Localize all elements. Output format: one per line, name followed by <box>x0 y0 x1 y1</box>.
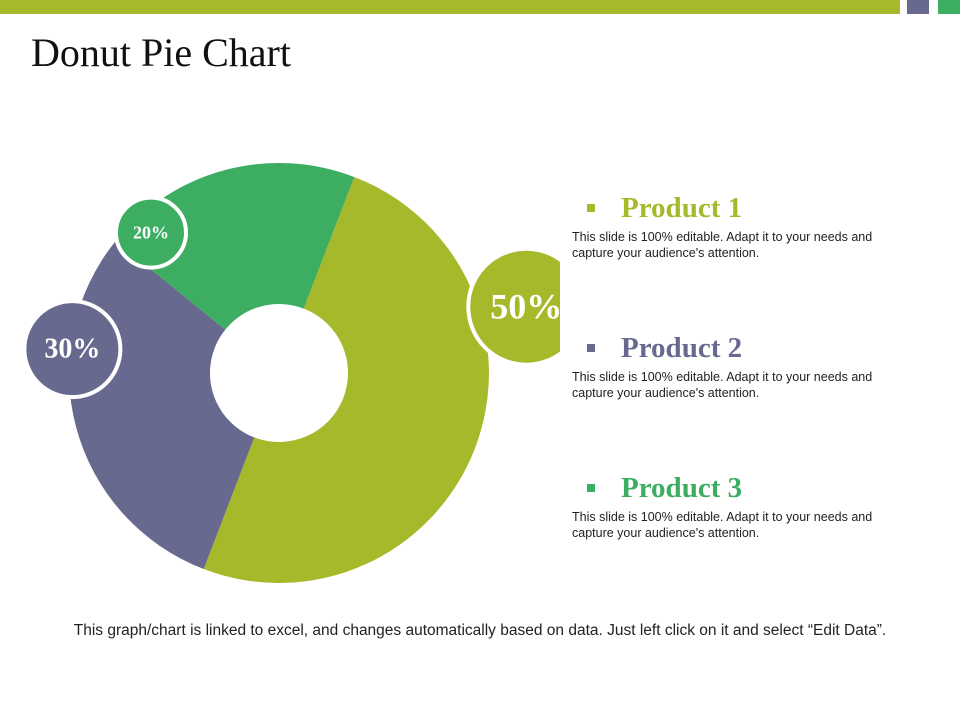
value-badge-circle <box>466 246 560 367</box>
value-label: 30% <box>44 334 100 365</box>
legend-bullet-product-2 <box>587 344 595 352</box>
value-badge-product-1: 50% <box>466 246 560 367</box>
value-label: 20% <box>133 223 169 243</box>
legend-item-product-3: Product 3 This slide is 100% editable. A… <box>572 470 932 541</box>
footnote: This graph/chart is linked to excel, and… <box>73 622 887 639</box>
value-badge-circle <box>113 195 188 270</box>
donut-slice-product-1[interactable] <box>203 176 489 583</box>
donut-chart[interactable]: 50% 30% 20% <box>0 0 560 610</box>
legend-title-product-3: Product 3 <box>621 472 743 504</box>
donut-slice-product-2[interactable] <box>69 240 255 570</box>
top-accent-bar <box>0 0 900 14</box>
legend-desc-product-3: This slide is 100% editable. Adapt it to… <box>572 510 873 540</box>
legend-item-product-1: Product 1 This slide is 100% editable. A… <box>572 190 932 261</box>
legend-title-product-2: Product 2 <box>621 332 743 364</box>
legend-desc-product-1: This slide is 100% editable. Adapt it to… <box>572 230 873 260</box>
value-badge-circle <box>22 299 123 400</box>
accent-square-slate <box>907 0 929 14</box>
value-label: 50% <box>490 287 560 327</box>
legend-bullet-product-1 <box>587 204 595 212</box>
legend-desc-product-2: This slide is 100% editable. Adapt it to… <box>572 370 873 400</box>
accent-square-green <box>938 0 960 14</box>
legend-title-product-1: Product 1 <box>621 192 743 224</box>
value-badge-product-3: 20% <box>113 195 188 270</box>
donut-slice-product-3[interactable] <box>115 163 355 330</box>
value-badge-product-2: 30% <box>22 299 123 400</box>
page-title: Donut Pie Chart <box>31 30 291 75</box>
legend-item-product-2: Product 2 This slide is 100% editable. A… <box>572 330 932 401</box>
legend-bullet-product-3 <box>587 484 595 492</box>
